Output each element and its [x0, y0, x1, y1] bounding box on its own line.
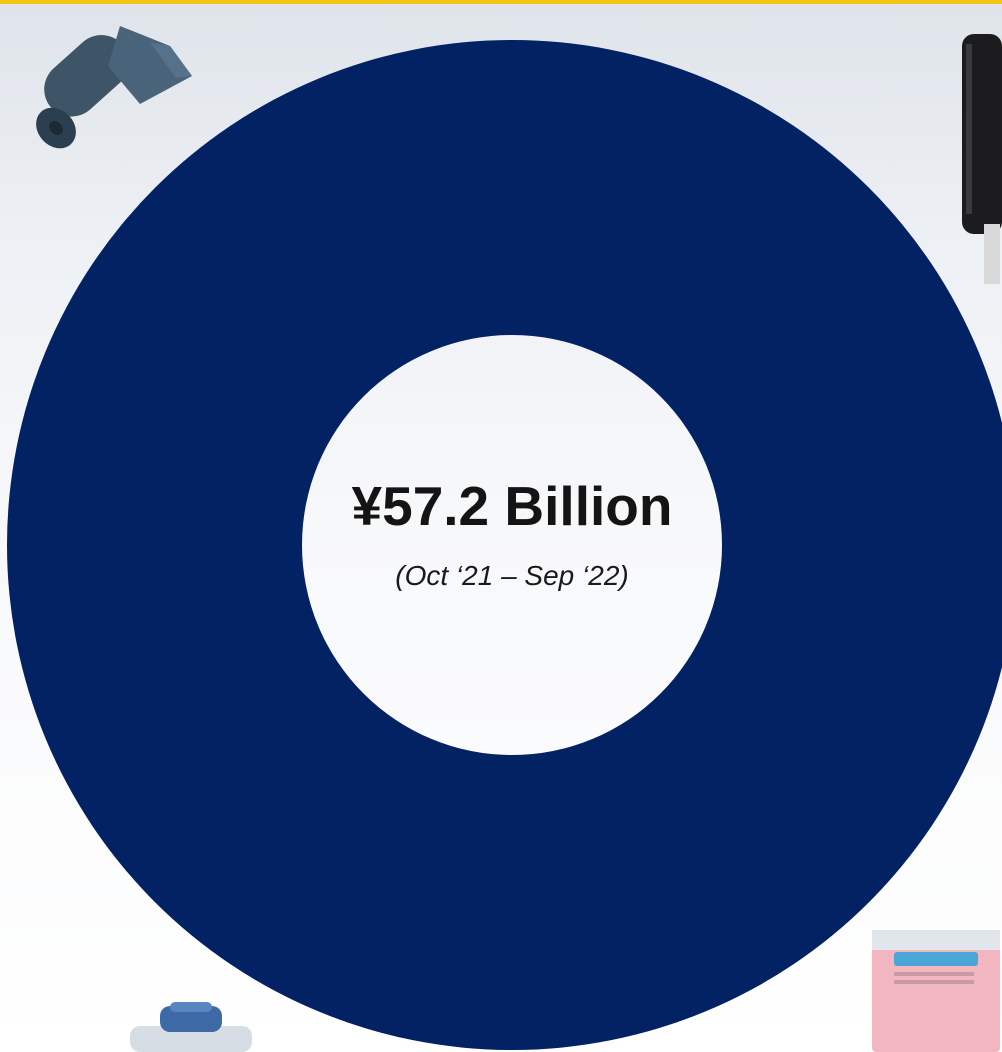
- paper-towel-dispenser-image: [962, 34, 1002, 284]
- top-accent-bar: [0, 0, 1002, 4]
- cleaning-bottle-image: [130, 1002, 252, 1052]
- donut-slice-1: [7, 40, 1002, 1050]
- cleaning-wipes-pack-image: [872, 930, 1000, 1052]
- donut-center-period: (Oct ‘21 – Sep ‘22): [395, 560, 629, 591]
- donut-center-value: ¥57.2 Billion: [351, 475, 673, 537]
- trash-bag-roll-image: [36, 26, 192, 149]
